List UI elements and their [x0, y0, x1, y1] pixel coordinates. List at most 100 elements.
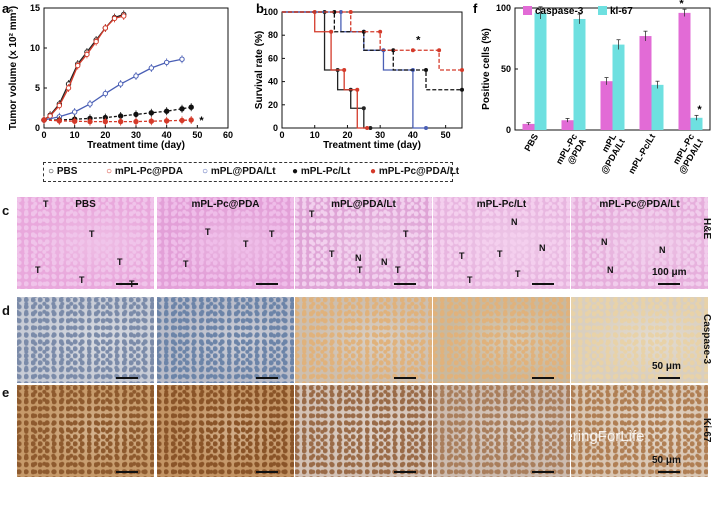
- bar-caspase-3: [639, 36, 652, 131]
- tumor-mark: T: [329, 249, 335, 259]
- panel-letter-b: b: [256, 1, 264, 16]
- scale-bar: [256, 283, 278, 285]
- bar-ki-67: [573, 18, 586, 131]
- scale-bar: [256, 471, 278, 473]
- data-point: [179, 106, 185, 112]
- censor-point: [361, 29, 366, 34]
- data-point: [102, 90, 109, 97]
- tumor-mark: T: [43, 199, 49, 209]
- bar-caspase-3: [600, 81, 613, 130]
- open-circle-icon: ○: [106, 166, 113, 177]
- survival-chart: b 0 10 20 30 40 50 0 20 40 60 80 100 Treatment time …: [254, 1, 464, 151]
- censor-point: [338, 10, 343, 14]
- x-tick-label: 10: [310, 130, 320, 140]
- tumor-mark: T: [459, 251, 465, 261]
- legend-label: ki-67: [610, 6, 633, 17]
- plot-frame: [43, 7, 229, 129]
- micrograph-h-e-4: mPL-Pc@PDA/Lt N N N 100 μm: [571, 197, 708, 289]
- data-point: [117, 113, 124, 119]
- x-tick-label: 20: [100, 130, 110, 140]
- data-point: [179, 56, 185, 62]
- y-tick-label: 60: [268, 53, 278, 63]
- x-axis-label: Treatment time (day): [323, 140, 421, 151]
- scale-bar: [532, 377, 554, 379]
- necrosis-mark: N: [659, 245, 666, 255]
- censor-point: [365, 126, 370, 130]
- data-point: [148, 118, 155, 124]
- legend-item-pc-lt: ● mPL-Pc/Lt: [292, 166, 351, 177]
- tumor-volume-chart: a 0 10 20 30 40 50 60 0 5 10 15 Treatment time (day…: [2, 1, 233, 151]
- filled-circle-icon: ●: [292, 166, 299, 177]
- series-line-3: [44, 106, 192, 121]
- data-point: [84, 51, 90, 58]
- data-point: [56, 102, 63, 109]
- panel-letter-d: d: [2, 303, 10, 318]
- column-title: mPL-Pc@PDA: [191, 199, 260, 210]
- data-point: [121, 13, 127, 19]
- panel-letter-a: a: [2, 1, 10, 16]
- category-label: mPL-Pc@PDA/Lt: [668, 132, 705, 176]
- y-tick-label: 100: [263, 7, 278, 17]
- data-point: [71, 118, 78, 124]
- series-line-1: [43, 15, 124, 121]
- column-title: PBS: [75, 199, 96, 210]
- column-title: mPL-Pc@PDA/Lt: [599, 199, 680, 210]
- tumor-mark: T: [357, 265, 363, 275]
- column-title: mPL-Pc/Lt: [476, 199, 527, 210]
- micrograph-h-e-1: mPL-Pc@PDA T T T T: [157, 197, 294, 289]
- x-tick-label: 30: [375, 130, 385, 140]
- y-axis-label: Tumor volume (x 10² mm³): [8, 6, 19, 130]
- necrosis-mark: N: [539, 243, 546, 253]
- y-axis-label: Survival rate (%): [254, 31, 265, 109]
- legend-swatch: [598, 6, 607, 15]
- scale-bar-label: 100 μm: [652, 267, 687, 278]
- data-point: [75, 62, 81, 69]
- scale-bar: [532, 471, 554, 473]
- censor-point: [332, 10, 337, 14]
- tumor-mark: T: [243, 239, 249, 249]
- bar-caspase-3: [561, 120, 574, 130]
- y-tick-label: 5: [35, 83, 40, 93]
- data-point: [93, 38, 99, 45]
- data-point: [56, 118, 63, 124]
- micrograph-h-e-2: mPL@PDA/Lt T T T T T N N: [295, 197, 432, 289]
- micrograph-ki-67-4: 50 μm ✣ EngineeringForLife: [571, 385, 708, 477]
- row-label-ki67: Ki-67: [701, 418, 712, 443]
- bar-ki-67: [612, 44, 625, 130]
- y-tick-label: 20: [268, 100, 278, 110]
- bar-caspase-3: [678, 12, 691, 131]
- scale-bar: [532, 283, 554, 285]
- censor-point: [348, 10, 353, 14]
- scale-bar: [116, 471, 138, 473]
- category-label: mPL-Pc@PDA: [554, 132, 588, 171]
- tumor-mark: T: [497, 249, 503, 259]
- necrosis-mark: N: [511, 217, 518, 227]
- y-axis-label: Positive cells (%): [481, 28, 492, 110]
- x-tick-label: 40: [162, 130, 172, 140]
- series-line-2: [43, 58, 183, 121]
- legend-item-pc-pda: ○ mPL-Pc@PDA: [106, 166, 183, 177]
- y-tick-label: 0: [35, 123, 40, 133]
- tumor-mark: T: [117, 257, 123, 267]
- category-label: PBS: [522, 132, 540, 153]
- necrosis-mark: N: [355, 253, 362, 263]
- x-tick-label: 0: [41, 130, 46, 140]
- micrograph-caspase-3-1: [157, 297, 294, 383]
- open-circle-icon: ○: [48, 166, 55, 177]
- data-point: [102, 25, 109, 31]
- data-point: [188, 117, 194, 123]
- data-point: [47, 113, 53, 119]
- x-axis-label: Treatment time (day): [87, 140, 185, 151]
- censor-point: [342, 68, 347, 72]
- scale-bar: [658, 471, 680, 473]
- survival-line-4: [282, 11, 462, 71]
- tumor-mark: T: [183, 259, 189, 269]
- tumor-mark: T: [35, 265, 41, 275]
- x-tick-label: 0: [279, 130, 284, 140]
- necrosis-mark: N: [607, 265, 614, 275]
- y-tick-label: 80: [268, 30, 278, 40]
- scale-bar: [116, 283, 138, 285]
- censor-point: [410, 48, 415, 53]
- micrograph-ki-67-2: [295, 385, 432, 477]
- censor-point: [424, 126, 428, 130]
